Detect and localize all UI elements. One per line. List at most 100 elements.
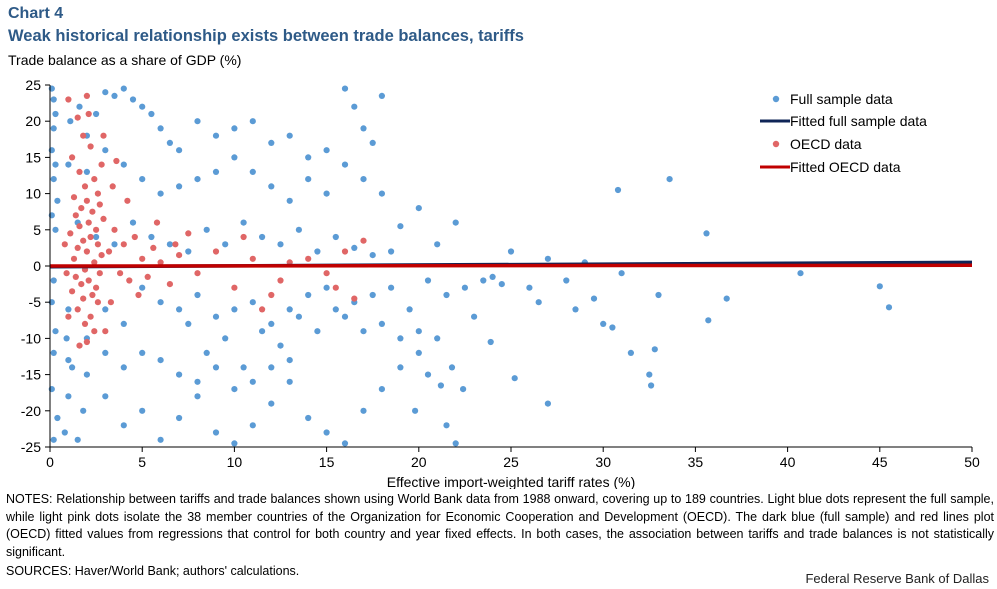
points-layer	[48, 85, 893, 447]
data-point	[120, 161, 127, 168]
data-point	[360, 237, 367, 244]
data-point	[323, 270, 330, 277]
data-point	[424, 277, 432, 284]
data-point	[63, 270, 70, 277]
data-point	[259, 306, 266, 313]
data-point	[54, 414, 61, 422]
data-point	[100, 132, 107, 139]
data-point	[129, 96, 137, 103]
data-point	[332, 306, 339, 313]
data-point	[305, 414, 312, 422]
data-point	[286, 378, 293, 385]
data-point	[305, 255, 312, 262]
data-point	[249, 255, 256, 262]
data-point	[535, 299, 542, 306]
y-tick-label: -10	[21, 330, 41, 346]
data-point	[360, 328, 367, 335]
data-point	[80, 237, 87, 244]
data-point	[69, 288, 76, 295]
data-point	[176, 183, 183, 190]
y-tick-label: -25	[21, 439, 41, 455]
data-point	[314, 328, 321, 335]
data-point	[98, 161, 105, 168]
data-point	[157, 125, 164, 132]
data-point	[212, 248, 220, 255]
data-point	[222, 241, 229, 248]
fitted-lines-layer	[49, 260, 973, 269]
data-point	[85, 277, 92, 284]
data-point	[65, 313, 72, 320]
data-point	[369, 252, 376, 259]
data-point	[600, 320, 607, 327]
data-point	[124, 197, 131, 204]
legend-marker-full-sample	[772, 95, 780, 103]
data-point	[341, 313, 349, 320]
data-point	[85, 110, 92, 118]
data-point	[83, 338, 90, 346]
x-tick-label: 10	[227, 454, 243, 470]
credit: Federal Reserve Bank of Dallas	[805, 571, 989, 586]
data-point	[52, 161, 59, 168]
data-point	[83, 168, 90, 175]
data-point	[176, 306, 183, 313]
data-point	[76, 168, 83, 175]
data-point	[286, 306, 293, 313]
y-tick-label: 0	[33, 258, 41, 274]
data-point	[93, 233, 100, 241]
data-point	[83, 248, 90, 255]
data-point	[203, 226, 210, 233]
data-point	[351, 244, 358, 251]
data-point	[268, 320, 275, 327]
axes-layer: 0 5 10 15 20 25 30 35 40 45 50 -25 -20 -15 -10 -5 0 5 10 15…	[21, 77, 980, 470]
data-point	[305, 176, 312, 183]
data-point	[96, 270, 103, 277]
data-point	[194, 270, 201, 277]
data-point	[461, 284, 468, 291]
data-point	[107, 299, 114, 306]
data-point	[323, 190, 330, 197]
data-point	[80, 407, 87, 414]
data-point	[655, 291, 662, 299]
data-point	[231, 440, 238, 447]
data-point	[526, 284, 533, 291]
data-point	[222, 335, 229, 342]
y-tick-label: 20	[25, 113, 41, 129]
data-point	[341, 440, 349, 447]
x-tick-label: 20	[411, 454, 427, 470]
data-point	[388, 284, 395, 291]
y-tick-label: 15	[25, 149, 41, 165]
data-point	[646, 371, 653, 378]
data-point	[332, 233, 339, 241]
data-point	[93, 110, 100, 118]
data-point	[651, 346, 658, 353]
data-point	[511, 375, 518, 382]
data-point	[351, 295, 358, 302]
data-point	[194, 378, 201, 385]
x-axis-title: Effective import-weighted tariff rates (…	[387, 474, 635, 489]
data-point	[113, 157, 120, 165]
data-point	[259, 328, 266, 335]
data-point	[50, 96, 57, 103]
data-point	[378, 92, 385, 99]
data-point	[332, 284, 339, 291]
data-point	[648, 382, 655, 389]
data-point	[67, 230, 74, 237]
data-point	[212, 132, 220, 139]
data-point	[268, 183, 275, 190]
data-point	[618, 270, 625, 277]
data-point	[157, 190, 164, 197]
data-point	[703, 230, 710, 237]
data-point	[415, 328, 422, 335]
data-point	[378, 190, 385, 197]
data-point	[65, 306, 72, 313]
data-point	[157, 436, 164, 443]
data-point	[120, 85, 127, 92]
data-point	[69, 364, 76, 371]
data-point	[85, 219, 92, 226]
data-point	[91, 328, 98, 335]
data-point	[277, 277, 284, 284]
data-point	[126, 277, 133, 284]
data-point	[231, 284, 238, 291]
data-point	[412, 407, 419, 414]
data-point	[87, 313, 94, 320]
